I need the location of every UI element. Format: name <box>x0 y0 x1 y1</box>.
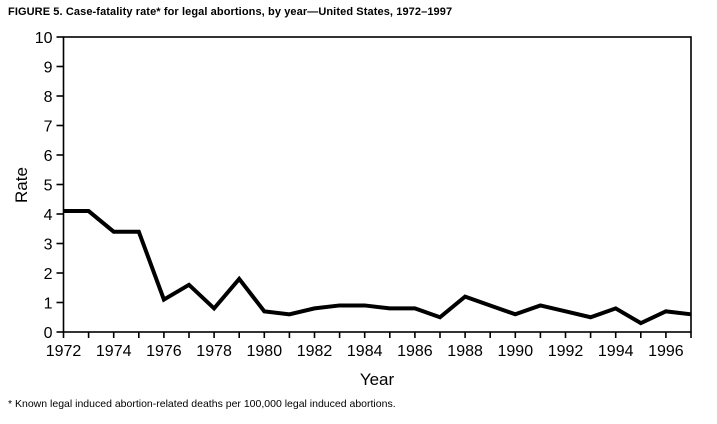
x-tick-label: 1990 <box>498 343 534 360</box>
y-tick-label: 10 <box>35 30 53 47</box>
x-tick-label: 1982 <box>297 343 333 360</box>
x-tick-label: 1988 <box>447 343 483 360</box>
y-tick-label: 0 <box>44 325 53 342</box>
y-tick-label: 2 <box>44 266 53 283</box>
data-line-series <box>63 209 692 326</box>
y-tick-label: 5 <box>44 177 53 194</box>
y-tick-label: 7 <box>44 118 53 135</box>
x-tick-label: 1994 <box>598 343 634 360</box>
y-tick-label: 6 <box>44 148 53 165</box>
x-axis-title: Year <box>359 370 395 389</box>
x-tick-label: 1992 <box>548 343 584 360</box>
x-tick-label: 1984 <box>347 343 383 360</box>
figure-title: FIGURE 5. Case-fatality rate* for legal … <box>8 6 453 18</box>
x-tick-label: 1972 <box>46 343 82 360</box>
figure-footnote: * Known legal induced abortion-related d… <box>8 398 396 410</box>
x-tick-label: 1974 <box>96 343 132 360</box>
x-tick-label: 1986 <box>397 343 433 360</box>
x-tick-label: 1980 <box>247 343 283 360</box>
y-tick-label: 3 <box>44 236 53 253</box>
y-tick-label: 4 <box>44 207 53 224</box>
y-axis-title: Rate <box>12 167 31 203</box>
x-tick-label: 1976 <box>146 343 182 360</box>
x-tick-label: 1978 <box>196 343 232 360</box>
y-tick-label: 9 <box>44 59 53 76</box>
y-tick-label: 8 <box>44 89 53 106</box>
x-tick-label: 1996 <box>648 343 684 360</box>
y-tick-label: 1 <box>44 295 53 312</box>
